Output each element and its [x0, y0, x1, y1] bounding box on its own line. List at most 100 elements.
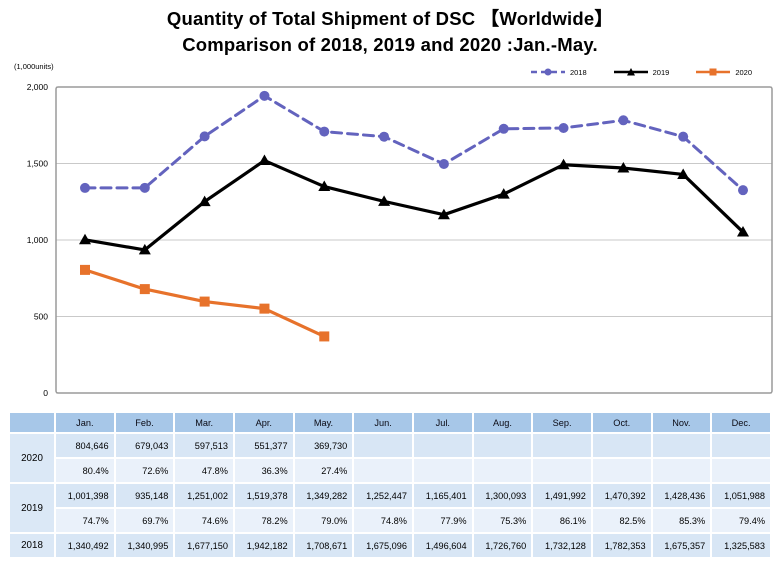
percent-cell: 85.3%	[652, 509, 711, 532]
value-cell: 1,165,401	[413, 484, 472, 507]
percent-cell: 69.7%	[115, 509, 174, 532]
value-cell: 1,496,604	[413, 534, 472, 557]
percent-cell: 36.3%	[234, 459, 293, 482]
marker-circle	[618, 115, 629, 126]
percent-cell: 82.5%	[592, 509, 651, 532]
percent-cell: 80.4%	[56, 459, 114, 482]
month-header: Apr.	[234, 413, 293, 432]
value-cell: 1,942,182	[234, 534, 293, 557]
y-tick-label: 1,500	[27, 159, 49, 169]
line-chart: 0 500 1,000 1,500 2,000	[27, 82, 773, 398]
percent-cell	[712, 459, 770, 482]
percent-cell: 72.6%	[115, 459, 174, 482]
marker-circle	[379, 131, 390, 142]
value-cell: 1,300,093	[473, 484, 532, 507]
series-line-2019	[83, 158, 745, 252]
marker-triangle	[737, 226, 749, 237]
table-row-2019-values: 2019 1,001,398 935,148 1,251,002 1,519,378 1,…	[10, 484, 770, 532]
percent-cell	[592, 459, 651, 482]
percent-cell: 79.4%	[712, 509, 770, 532]
value-cell: 551,377	[234, 434, 293, 457]
value-cell	[473, 434, 532, 457]
percent-cell: 74.7%	[56, 509, 114, 532]
series-line-2018	[83, 94, 745, 192]
marker-triangle	[677, 168, 690, 179]
value-cell: 1,677,150	[175, 534, 233, 557]
value-cell	[533, 434, 591, 457]
percent-cell: 86.1%	[533, 509, 591, 532]
marker-triangle	[138, 243, 151, 255]
value-cell: 1,675,096	[354, 534, 412, 557]
value-cell	[413, 434, 472, 457]
legend-square-sample-icon	[696, 68, 731, 76]
percent-cell	[652, 459, 711, 482]
marker-triangle	[79, 233, 91, 245]
chart-legend: 2018 2019 2020	[530, 67, 752, 77]
percent-cell: 74.6%	[175, 509, 233, 532]
page-title: Quantity of Total Shipment of DSC 【World…	[0, 6, 780, 58]
marker-circle	[738, 185, 748, 196]
marker-square	[199, 296, 210, 307]
month-header: Nov.	[652, 413, 711, 432]
month-header: Sep.	[533, 413, 591, 432]
value-cell: 1,252,447	[354, 484, 412, 507]
legend-triangle-sample-icon	[613, 68, 648, 76]
marker-triangle	[497, 188, 510, 199]
table-row-2019-percents: 74.7% 69.7% 74.6% 78.2% 79.0% 74.8% 77.9% 75.3%…	[10, 509, 770, 532]
table-row-2020-values: 2020 804,646 679,043 597,513 551,377 369,730	[10, 434, 770, 482]
year-label: 2020	[10, 434, 54, 482]
chart-title-line2: Comparison of 2018, 2019 and 2020 :Jan.-…	[182, 33, 598, 55]
percent-cell	[473, 459, 532, 482]
marker-circle	[319, 126, 330, 137]
marker-circle	[139, 182, 150, 193]
value-cell: 1,251,002	[175, 484, 233, 507]
value-cell: 1,340,995	[115, 534, 174, 557]
value-cell: 1,519,378	[234, 484, 293, 507]
legend-label: 2019	[652, 67, 670, 77]
percent-cell: 27.4%	[294, 459, 353, 482]
y-tick-label: 0	[43, 388, 48, 398]
value-cell: 1,001,398	[56, 484, 114, 507]
percent-cell: 79.0%	[294, 509, 353, 532]
marker-circle	[438, 159, 449, 170]
value-cell: 1,051,988	[712, 484, 770, 507]
month-header: Aug.	[473, 413, 532, 432]
marker-square	[139, 284, 150, 295]
marker-circle	[199, 131, 210, 142]
percent-cell: 47.8%	[175, 459, 233, 482]
month-header: Oct.	[592, 413, 651, 432]
value-cell: 1,325,583	[712, 534, 770, 557]
value-cell	[592, 434, 651, 457]
value-cell: 1,732,128	[533, 534, 591, 557]
value-cell: 1,675,357	[652, 534, 711, 557]
chart-title-line1: Quantity of Total Shipment of DSC 【World…	[166, 8, 614, 29]
y-axis-unit-label: (1,000units)	[14, 62, 54, 71]
value-cell: 935,148	[115, 484, 174, 507]
legend-item-2018: 2018	[530, 67, 587, 77]
marker-square	[259, 303, 270, 314]
percent-cell	[354, 459, 412, 482]
marker-triangle	[437, 208, 450, 220]
percent-cell: 78.2%	[234, 509, 293, 532]
table-header-row: Jan. Feb. Mar. Apr. May. Jun. Jul. Aug. Sep. Oct.…	[10, 413, 770, 432]
month-header: Jan.	[56, 413, 114, 432]
legend-circle-sample-icon	[530, 68, 565, 76]
value-cell: 1,428,436	[652, 484, 711, 507]
y-tick-label: 2,000	[27, 82, 49, 92]
value-cell: 1,708,671	[294, 534, 353, 557]
legend-label: 2018	[569, 67, 587, 77]
corner-cell	[10, 413, 54, 432]
data-table-wrap: Jan. Feb. Mar. Apr. May. Jun. Jul. Aug. Sep. Oct.…	[8, 411, 772, 559]
marker-circle	[259, 90, 270, 101]
marker-circle	[678, 131, 689, 142]
month-header: Jul.	[413, 413, 472, 432]
marker-triangle	[198, 195, 211, 207]
value-cell: 1,491,992	[533, 484, 591, 507]
percent-cell: 75.3%	[473, 509, 532, 532]
month-header: Mar.	[175, 413, 233, 432]
year-label: 2019	[10, 484, 54, 532]
marker-triangle	[557, 158, 570, 170]
marker-circle	[558, 122, 569, 133]
value-cell: 1,340,492	[56, 534, 114, 557]
value-cell	[652, 434, 711, 457]
